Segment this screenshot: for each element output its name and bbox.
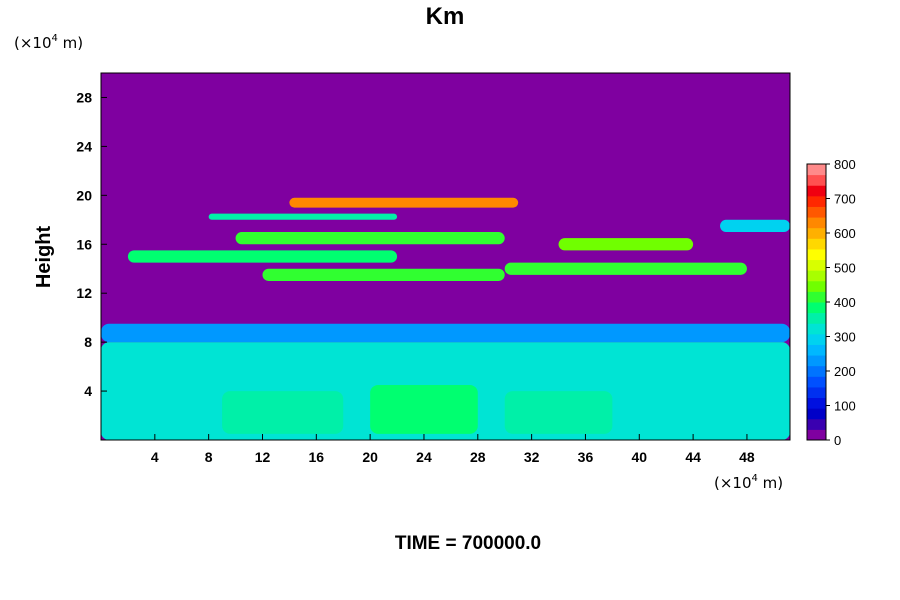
- x-tick-label-16: 16: [309, 449, 325, 465]
- colorbar-tick-label-600: 600: [834, 226, 856, 241]
- y-tick-label-16: 16: [76, 236, 92, 252]
- colorbar-swatch-3: [807, 397, 826, 409]
- heatmap-field-10: [208, 213, 398, 220]
- colorbar-swatch-15: [807, 270, 826, 282]
- y-tick-label-4: 4: [84, 383, 92, 399]
- heatmap-field-7: [504, 262, 747, 275]
- x-unit-label: (×104 m): [714, 473, 783, 492]
- heatmap-field-1: [101, 323, 790, 343]
- y-tick-label-24: 24: [76, 138, 92, 154]
- x-tick-label-4: 4: [151, 449, 159, 465]
- y-tick-label-20: 20: [76, 187, 92, 203]
- x-tick-label-44: 44: [685, 449, 701, 465]
- y-tick-label-8: 8: [84, 334, 92, 350]
- colorbar-tick-label-500: 500: [834, 261, 856, 276]
- colorbar-swatch-11: [807, 312, 826, 324]
- colorbar-tick-label-400: 400: [834, 295, 856, 310]
- heatmap-field-8: [235, 232, 505, 245]
- colorbar-tick-label-100: 100: [834, 399, 856, 414]
- x-tick-label-36: 36: [578, 449, 594, 465]
- colorbar-tick-label-200: 200: [834, 364, 856, 379]
- colorbar-swatch-7: [807, 355, 826, 367]
- colorbar-swatch-1: [807, 418, 826, 430]
- colorbar-ticks: 0 100 200 300 400 500 600 700 800: [826, 157, 856, 448]
- plot-frame: [100, 72, 791, 441]
- colorbar-swatch-17: [807, 248, 826, 261]
- y-tick-label-28: 28: [76, 89, 92, 105]
- y-unit-label: (×104 m): [14, 33, 83, 52]
- colorbar-swatch-16: [807, 259, 826, 271]
- colorbar-swatch-24: [807, 174, 826, 186]
- heatmap-plot-area: [100, 72, 791, 441]
- y-tick-label-12: 12: [76, 285, 92, 301]
- colorbar-swatch-4: [807, 386, 826, 399]
- x-axis-ticks: 4 8 12 16 20 24 28 32 36 40 44 48: [151, 434, 755, 465]
- colorbar-swatch-18: [807, 238, 826, 250]
- colorbar-swatch-25: [807, 164, 826, 176]
- x-tick-label-28: 28: [470, 449, 486, 465]
- colorbar-swatch-9: [807, 333, 826, 345]
- colorbar-swatch-14: [807, 280, 826, 292]
- x-tick-label-32: 32: [524, 449, 540, 465]
- colorbar-swatch-19: [807, 227, 826, 239]
- x-tick-label-24: 24: [416, 449, 432, 465]
- x-tick-label-8: 8: [205, 449, 213, 465]
- colorbar: [806, 163, 827, 441]
- y-axis-ticks: 4 8 12 16 20 24 28: [76, 89, 107, 399]
- colorbar-swatch-22: [807, 195, 826, 207]
- colorbar-swatch-8: [807, 344, 826, 356]
- heatmap-field-6: [127, 250, 398, 263]
- colorbar-swatch-12: [807, 302, 826, 314]
- heatmap-field-12: [720, 219, 790, 233]
- colorbar-swatch-0: [807, 429, 826, 441]
- heatmap-field-4: [504, 391, 613, 434]
- heatmap-fields: [101, 197, 790, 440]
- colorbar-tick-label-0: 0: [834, 433, 841, 448]
- colorbar-swatch-2: [807, 408, 826, 420]
- heatmap-field-2: [222, 391, 344, 434]
- heatmap-field-3: [370, 384, 478, 434]
- colorbar-tick-label-300: 300: [834, 330, 856, 345]
- time-label: TIME = 700000.0: [395, 533, 541, 554]
- colorbar-swatch-13: [807, 291, 826, 303]
- colorbar-tick-label-700: 700: [834, 192, 856, 207]
- x-tick-label-40: 40: [631, 449, 647, 465]
- heatmap-field-11: [289, 197, 519, 208]
- y-axis-label: Height: [33, 226, 55, 289]
- colorbar-swatch-10: [807, 323, 826, 335]
- x-tick-label-12: 12: [255, 449, 271, 465]
- colorbar-swatch-6: [807, 365, 826, 377]
- colorbar-swatch-23: [807, 185, 826, 197]
- heatmap-field-5: [262, 268, 505, 281]
- chart-title: Km: [426, 3, 465, 30]
- colorbar-swatch-20: [807, 217, 826, 229]
- colorbar-swatch-5: [807, 376, 826, 388]
- colorbar-tick-label-800: 800: [834, 157, 856, 172]
- heatmap-field-9: [558, 238, 694, 251]
- x-tick-label-20: 20: [362, 449, 378, 465]
- x-tick-label-48: 48: [739, 449, 755, 465]
- colorbar-swatch-21: [807, 206, 826, 218]
